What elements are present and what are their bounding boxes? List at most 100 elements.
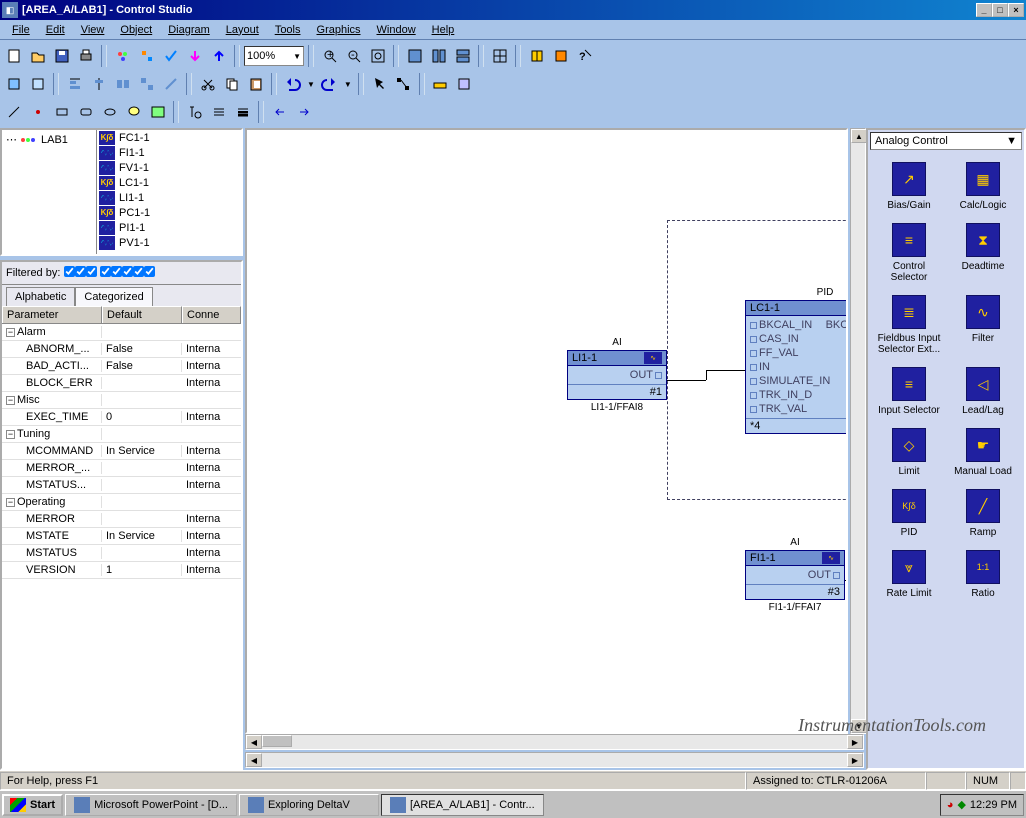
tree-item[interactable]: PI1-1 (97, 220, 241, 235)
param-group[interactable]: −Misc (2, 392, 241, 409)
wire[interactable] (706, 370, 707, 380)
input-pin[interactable]: BKCAL_IN (750, 319, 812, 331)
up-arrow-icon[interactable] (207, 45, 230, 67)
param-row[interactable]: BAD_ACTI...FalseInterna (2, 358, 241, 375)
open-icon[interactable] (26, 45, 49, 67)
filter-check-5[interactable] (122, 266, 133, 277)
filter-check-1[interactable] (75, 266, 86, 277)
tool-icon-2[interactable] (135, 45, 158, 67)
filter-check-7[interactable] (144, 266, 155, 277)
menu-object[interactable]: Object (112, 22, 160, 38)
arrow-right-icon[interactable] (292, 101, 315, 123)
filter-check-0[interactable] (64, 266, 75, 277)
tree-item[interactable]: FI1-1 (97, 145, 241, 160)
start-button[interactable]: Start (2, 794, 63, 816)
check-icon[interactable] (159, 45, 182, 67)
param-row[interactable]: MSTATEIn ServiceInterna (2, 528, 241, 545)
scroll-right-icon[interactable]: ▶ (847, 735, 863, 749)
tray-icon-1[interactable]: ◕ (947, 799, 954, 811)
expander-icon[interactable]: − (6, 498, 15, 507)
palette-item[interactable]: 1:1Ratio (948, 546, 1018, 603)
edit-icon-1[interactable] (2, 73, 25, 95)
output-pin[interactable]: BKCAL_OUT (826, 319, 848, 331)
zoom-in-icon[interactable]: + (318, 45, 341, 67)
wire[interactable] (667, 380, 706, 381)
param-row[interactable]: EXEC_TIME0Interna (2, 409, 241, 426)
rect-tool-icon[interactable] (50, 101, 73, 123)
align-icon-4[interactable] (135, 73, 158, 95)
expander-icon[interactable]: − (6, 396, 15, 405)
save-icon[interactable] (50, 45, 73, 67)
ellipse-tool-icon[interactable] (98, 101, 121, 123)
palette-item[interactable]: ∿Filter (948, 291, 1018, 359)
callout-tool-icon[interactable] (122, 101, 145, 123)
style-icon-2[interactable] (207, 101, 230, 123)
help-icon[interactable]: ? (573, 45, 596, 67)
param-row[interactable]: MCOMMANDIn ServiceInterna (2, 443, 241, 460)
align-icon-2[interactable] (87, 73, 110, 95)
maximize-button[interactable]: □ (992, 3, 1008, 17)
wire[interactable] (706, 370, 745, 371)
copy-icon[interactable] (220, 73, 243, 95)
param-grid[interactable]: Parameter Default Conne −AlarmABNORM_...… (2, 306, 241, 768)
book-icon[interactable] (525, 45, 548, 67)
param-group[interactable]: −Alarm (2, 324, 241, 341)
filter-check-6[interactable] (133, 266, 144, 277)
tool-icon-3[interactable] (549, 45, 572, 67)
output-pin[interactable]: OUT (630, 369, 662, 381)
menu-help[interactable]: Help (424, 22, 463, 38)
close-button[interactable]: × (1008, 3, 1024, 17)
diagram-canvas[interactable]: AILI1-1∿OUT#1LI1-1/FFAI8PIDLC1-1K∫δBKCAL… (245, 128, 848, 734)
palette-item[interactable]: ⧗Deadtime (948, 219, 1018, 287)
tree-item[interactable]: K∫δLC1-1 (97, 175, 241, 190)
system-tray[interactable]: ◕ ◆ 12:29 PM (940, 794, 1024, 816)
align-icon-1[interactable] (63, 73, 86, 95)
palette-item[interactable]: ◇Limit (874, 424, 944, 481)
panel-icon-2[interactable] (427, 45, 450, 67)
image-tool-icon[interactable] (146, 101, 169, 123)
connector-icon[interactable] (392, 73, 415, 95)
tree-list[interactable]: K∫δFC1-1FI1-1FV1-1K∫δLC1-1LI1-1K∫δPC1-1P… (97, 130, 241, 254)
tree-item[interactable]: K∫δFC1-1 (97, 130, 241, 145)
canvas-hscroll[interactable]: ◀ ▶ (245, 734, 864, 750)
tab-categorized[interactable]: Categorized (75, 287, 152, 306)
col-connection[interactable]: Conne (182, 306, 241, 323)
menu-window[interactable]: Window (369, 22, 424, 38)
undo-icon[interactable] (281, 73, 304, 95)
style-icon-1[interactable] (183, 101, 206, 123)
param-row[interactable]: VERSION1Interna (2, 562, 241, 579)
function-block[interactable]: PIDLC1-1K∫δBKCAL_INBKCAL_OUTCAS_INOUTFF_… (745, 300, 848, 434)
palette-item[interactable]: ◁Lead/Lag (948, 363, 1018, 420)
canvas-vscroll[interactable]: ▲ ▼ (850, 128, 866, 734)
bottom-hscroll[interactable]: ◀ ▶ (245, 752, 864, 768)
col-parameter[interactable]: Parameter (2, 306, 102, 323)
arrow-left-icon[interactable] (268, 101, 291, 123)
scroll-down-icon[interactable]: ▼ (851, 719, 867, 733)
palette-item[interactable]: K∫δPID (874, 485, 944, 542)
input-pin[interactable]: IN (750, 361, 770, 373)
menu-tools[interactable]: Tools (267, 22, 309, 38)
palette-item[interactable]: ▦Calc/Logic (948, 158, 1018, 215)
col-default[interactable]: Default (102, 306, 182, 323)
tree-item[interactable]: PV1-1 (97, 235, 241, 250)
tree-hierarchy[interactable]: ⋯ LAB1 (2, 130, 97, 254)
tree-item[interactable]: K∫δPC1-1 (97, 205, 241, 220)
filter-check-3[interactable] (100, 266, 111, 277)
menu-layout[interactable]: Layout (218, 22, 267, 38)
menu-file[interactable]: File (4, 22, 38, 38)
grid-icon[interactable] (488, 45, 511, 67)
scroll-left-icon[interactable]: ◀ (246, 735, 262, 749)
palette-item[interactable]: ≡Input Selector (874, 363, 944, 420)
function-block[interactable]: AILI1-1∿OUT#1LI1-1/FFAI8 (567, 350, 667, 400)
function-block[interactable]: AIFI1-1∿OUT#3FI1-1/FFAI7 (745, 550, 845, 600)
print-icon[interactable] (74, 45, 97, 67)
menu-diagram[interactable]: Diagram (160, 22, 218, 38)
new-icon[interactable] (2, 45, 25, 67)
tab-alphabetic[interactable]: Alphabetic (6, 287, 75, 306)
palette-item[interactable]: ↗Bias/Gain (874, 158, 944, 215)
taskbar-task[interactable]: Exploring DeltaV (239, 794, 379, 816)
panel-icon-3[interactable] (451, 45, 474, 67)
param-row[interactable]: MERROR_...Interna (2, 460, 241, 477)
palette-item[interactable]: ☛Manual Load (948, 424, 1018, 481)
taskbar-task[interactable]: [AREA_A/LAB1] - Contr... (381, 794, 544, 816)
